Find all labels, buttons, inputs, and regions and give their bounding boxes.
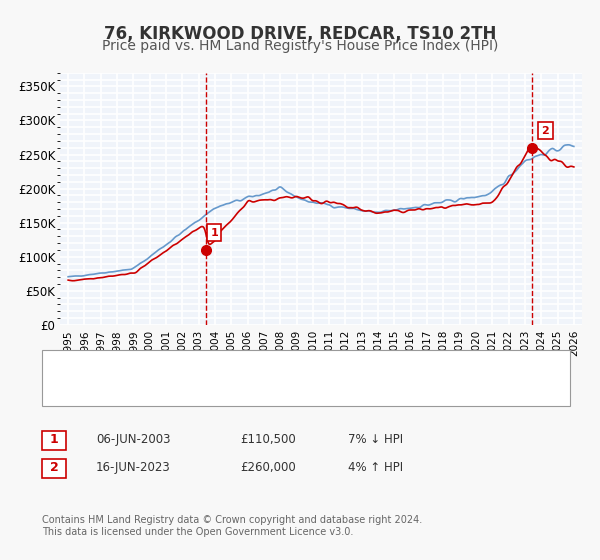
Text: 76, KIRKWOOD DRIVE, REDCAR, TS10 2TH: 76, KIRKWOOD DRIVE, REDCAR, TS10 2TH [104,25,496,43]
Text: 76, KIRKWOOD DRIVE, REDCAR, TS10 2TH (detached house): 76, KIRKWOOD DRIVE, REDCAR, TS10 2TH (de… [96,361,433,371]
Text: 1: 1 [210,227,218,237]
Text: 06-JUN-2003: 06-JUN-2003 [96,433,170,446]
Text: Contains HM Land Registry data © Crown copyright and database right 2024.
This d: Contains HM Land Registry data © Crown c… [42,515,422,537]
Text: 7% ↓ HPI: 7% ↓ HPI [348,433,403,446]
Text: Price paid vs. HM Land Registry's House Price Index (HPI): Price paid vs. HM Land Registry's House … [102,39,498,53]
Text: 1: 1 [50,433,58,446]
Text: £260,000: £260,000 [240,461,296,474]
Text: 2: 2 [50,461,58,474]
Text: 16-JUN-2023: 16-JUN-2023 [96,461,171,474]
Text: £110,500: £110,500 [240,433,296,446]
Text: 4% ↑ HPI: 4% ↑ HPI [348,461,403,474]
Text: 2: 2 [541,125,549,136]
Text: HPI: Average price, detached house, Redcar and Cleveland: HPI: Average price, detached house, Redc… [96,385,425,395]
